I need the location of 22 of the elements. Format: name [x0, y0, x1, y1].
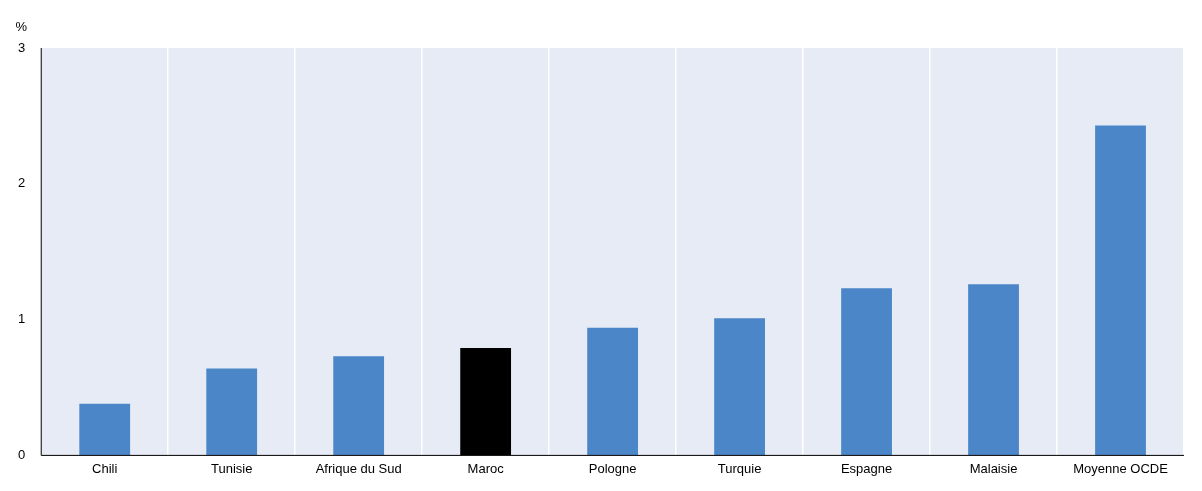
y-tick-label: 1 [18, 311, 26, 327]
bar [79, 403, 131, 455]
x-tick-label: Pologne [588, 460, 637, 476]
bar [968, 284, 1019, 455]
x-tick-label: Moyenne OCDE [1073, 460, 1169, 476]
y-tick-label: 2 [18, 175, 26, 191]
x-tick-label: Afrique du Sud [315, 460, 402, 476]
x-tick-label: Malaisie [969, 460, 1018, 476]
bar [1095, 125, 1146, 455]
y-tick-label: 0 [18, 446, 26, 462]
bar [587, 327, 639, 455]
bar [841, 288, 892, 455]
y-tick-label: 3 [18, 39, 26, 55]
x-tick-label: Espagne [840, 460, 893, 476]
bar [333, 356, 385, 455]
bar [206, 368, 258, 455]
x-tick-label: Maroc [467, 460, 505, 476]
x-tick-label: Tunisie [210, 460, 253, 476]
x-tick-label: Turquie [717, 460, 762, 476]
y-axis-title: % [15, 19, 28, 35]
x-tick-label: Chili [92, 460, 118, 476]
bar [714, 318, 765, 455]
